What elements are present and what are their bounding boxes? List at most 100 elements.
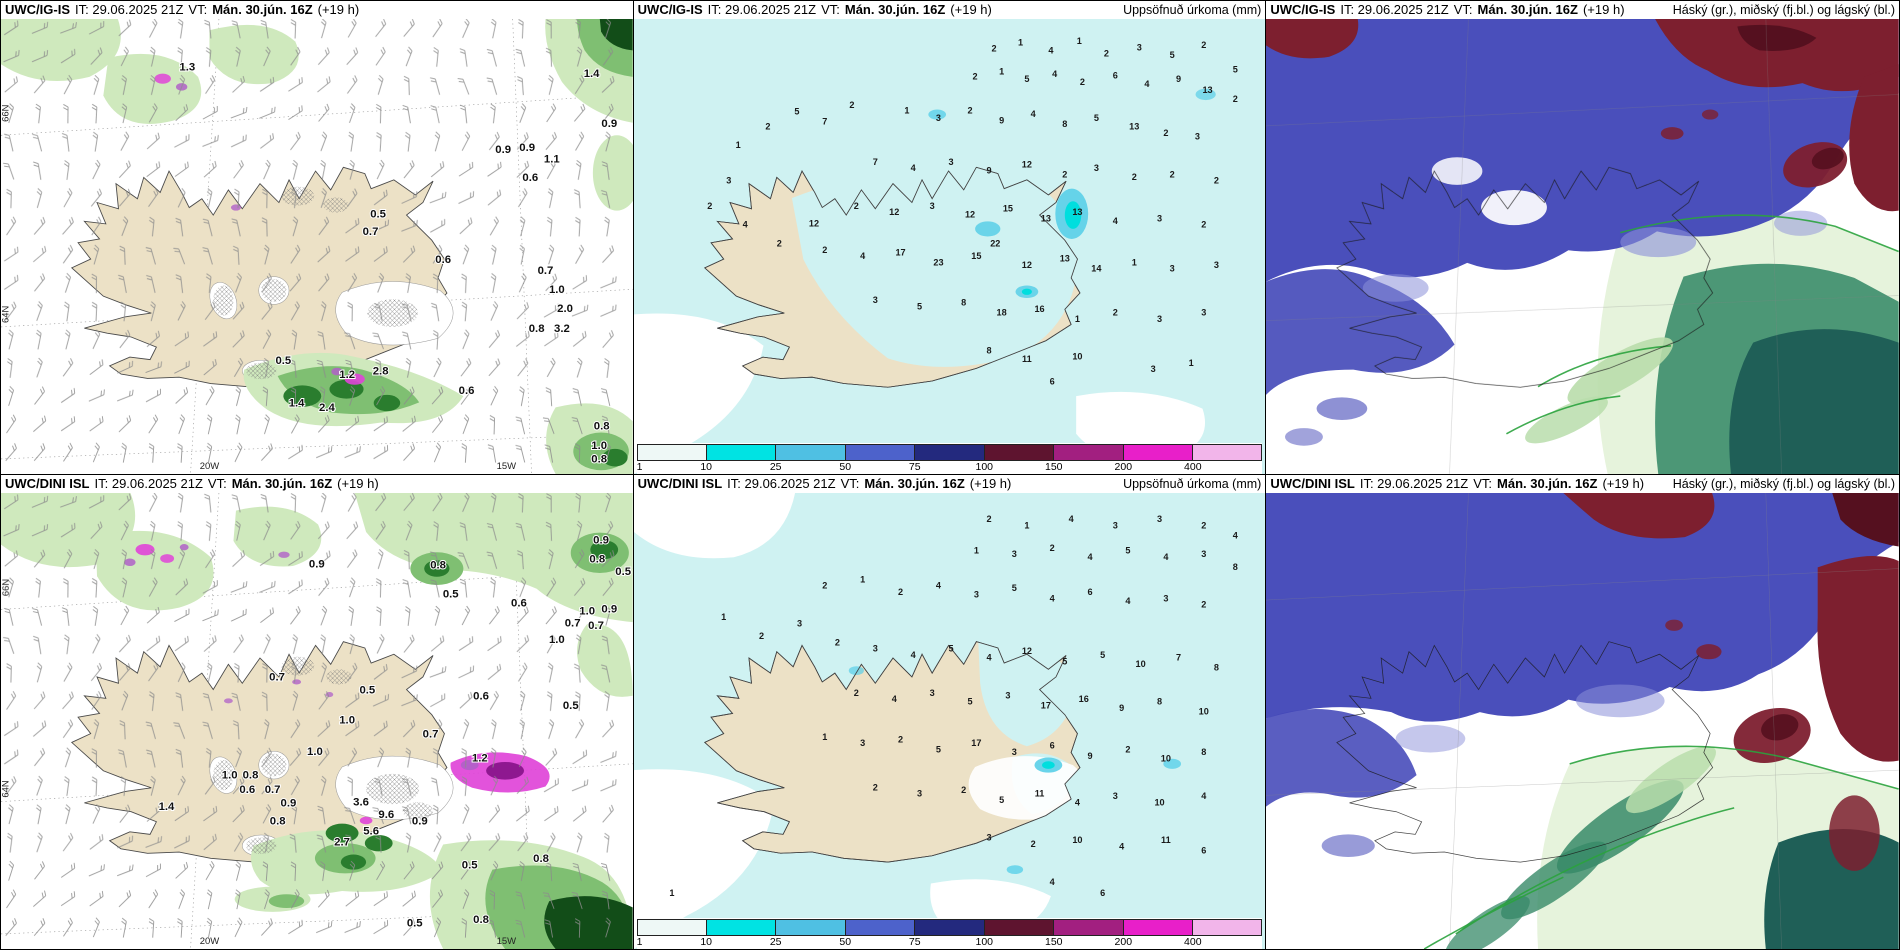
cloud-contours [1506,214,1899,435]
svg-text:5: 5 [1093,113,1098,123]
valid-time-prefix: VT: [1473,476,1493,491]
svg-text:2: 2 [991,44,996,54]
svg-text:14: 14 [1091,264,1102,274]
svg-text:5: 5 [967,697,972,707]
svg-text:22: 22 [990,239,1000,249]
legend-tick: 200 [1114,936,1133,948]
svg-text:0.8: 0.8 [473,914,489,926]
svg-text:1: 1 [904,105,909,115]
svg-text:1.4: 1.4 [289,398,305,410]
panel-igis-wind-precip: UWC/IG-IS IT: 29.06.2025 21Z VT: Mán. 30… [1,1,634,475]
svg-text:4: 4 [1075,797,1081,807]
svg-text:4: 4 [891,694,897,704]
svg-text:2.8: 2.8 [373,366,389,378]
svg-text:64N: 64N [1,306,12,323]
svg-text:2: 2 [1104,49,1109,59]
svg-text:2: 2 [1201,600,1206,610]
svg-text:6: 6 [1100,888,1105,898]
heavy-precip-cells [928,88,1216,299]
svg-text:2: 2 [1112,308,1117,318]
glacier-hatch-layer [213,656,434,854]
svg-text:64N: 64N [1,780,12,797]
svg-text:3: 3 [1169,264,1174,274]
legend-segment [984,445,1055,460]
legend-segment [1054,445,1124,460]
svg-text:13: 13 [1129,122,1139,132]
svg-text:3: 3 [1112,791,1117,801]
svg-text:1.0: 1.0 [222,769,238,781]
lead-time: (+19 h) [969,476,1012,491]
svg-text:6: 6 [1049,741,1054,751]
land-precip-shading [791,167,1078,367]
svg-text:3: 3 [936,113,941,123]
svg-text:5: 5 [1232,64,1237,74]
legend-tick: 25 [769,461,782,473]
svg-text:13: 13 [1059,254,1069,264]
svg-text:2: 2 [1169,169,1174,179]
svg-text:10: 10 [1198,707,1208,717]
svg-text:9: 9 [1087,751,1092,761]
svg-text:2: 2 [1201,40,1206,50]
legend-segment [915,920,985,935]
svg-text:4: 4 [936,581,942,591]
svg-text:3: 3 [1005,690,1010,700]
svg-text:3: 3 [1112,520,1117,530]
model-name: UWC/DINI ISL [1270,476,1355,491]
svg-text:0.5: 0.5 [370,209,386,221]
svg-text:3: 3 [1136,42,1141,52]
contour-labels-layer: 0.9 0.80.90.80.50.50.61.0 0.90.7 0.71.00.70… [158,533,632,930]
svg-text:1.4: 1.4 [159,801,175,813]
legend-segment [707,445,777,460]
svg-text:0.9: 0.9 [309,558,325,570]
svg-text:4: 4 [910,650,916,660]
product-label: Háský (gr.), miðský (fj.bl.) og lágský (… [1672,477,1895,491]
svg-text:1: 1 [1075,314,1080,324]
panel-header: UWC/DINI ISL IT: 29.06.2025 21Z VT: Mán.… [1266,475,1899,493]
heavy-precip-cells [848,666,1181,875]
legend-tick: 10 [700,936,713,948]
svg-text:10: 10 [1072,352,1082,362]
svg-text:11: 11 [1022,354,1032,364]
svg-text:3: 3 [929,688,934,698]
model-name: UWC/DINI ISL [5,476,90,491]
svg-text:3: 3 [872,295,877,305]
svg-text:66N: 66N [1,579,12,596]
svg-text:3: 3 [1157,514,1162,524]
svg-text:3: 3 [1011,549,1016,559]
svg-text:10: 10 [1160,753,1170,763]
panel-header: UWC/DINI ISL IT: 29.06.2025 21Z VT: Mán.… [633,475,1266,493]
svg-text:1: 1 [735,140,740,150]
svg-text:5: 5 [999,795,1004,805]
graticule [1266,19,1899,474]
svg-text:2: 2 [1049,543,1054,553]
lead-time: (+19 h) [950,2,992,17]
svg-text:1.0: 1.0 [549,284,565,296]
lead-time: (+19 h) [337,476,379,491]
legend-segment [1192,445,1262,460]
svg-text:2: 2 [1201,220,1206,230]
svg-text:5: 5 [917,301,922,311]
valid-time-prefix: VT: [840,476,860,491]
svg-text:2: 2 [822,581,827,591]
svg-text:4: 4 [986,653,992,663]
panel-dini-cloud-cover: UWC/DINI ISL IT: 29.06.2025 21Z VT: Mán.… [1266,475,1899,949]
svg-text:9: 9 [986,166,991,176]
lead-time: (+19 h) [1582,2,1625,17]
precip-legend-bar [636,444,1263,461]
legend-tick: 50 [839,936,852,948]
graticule [1266,493,1899,949]
axis-labels: 66N 64N 20W 15W [1,579,516,947]
legend-tick: 50 [839,461,852,473]
panel-dini-accum-precip: UWC/DINI ISL IT: 29.06.2025 21Z VT: Mán.… [633,475,1267,949]
precip-legend-bar [636,919,1263,936]
panel-dini-wind-precip: UWC/DINI ISL IT: 29.06.2025 21Z VT: Mán.… [1,475,634,949]
svg-text:3: 3 [1157,314,1162,324]
svg-text:3: 3 [929,201,934,211]
legend-tick: 400 [1184,461,1202,473]
legend-tick: 1 [636,936,643,948]
svg-text:1.4: 1.4 [584,68,600,80]
svg-text:5: 5 [1062,656,1067,666]
init-time: IT: 29.06.2025 21Z [75,2,184,17]
